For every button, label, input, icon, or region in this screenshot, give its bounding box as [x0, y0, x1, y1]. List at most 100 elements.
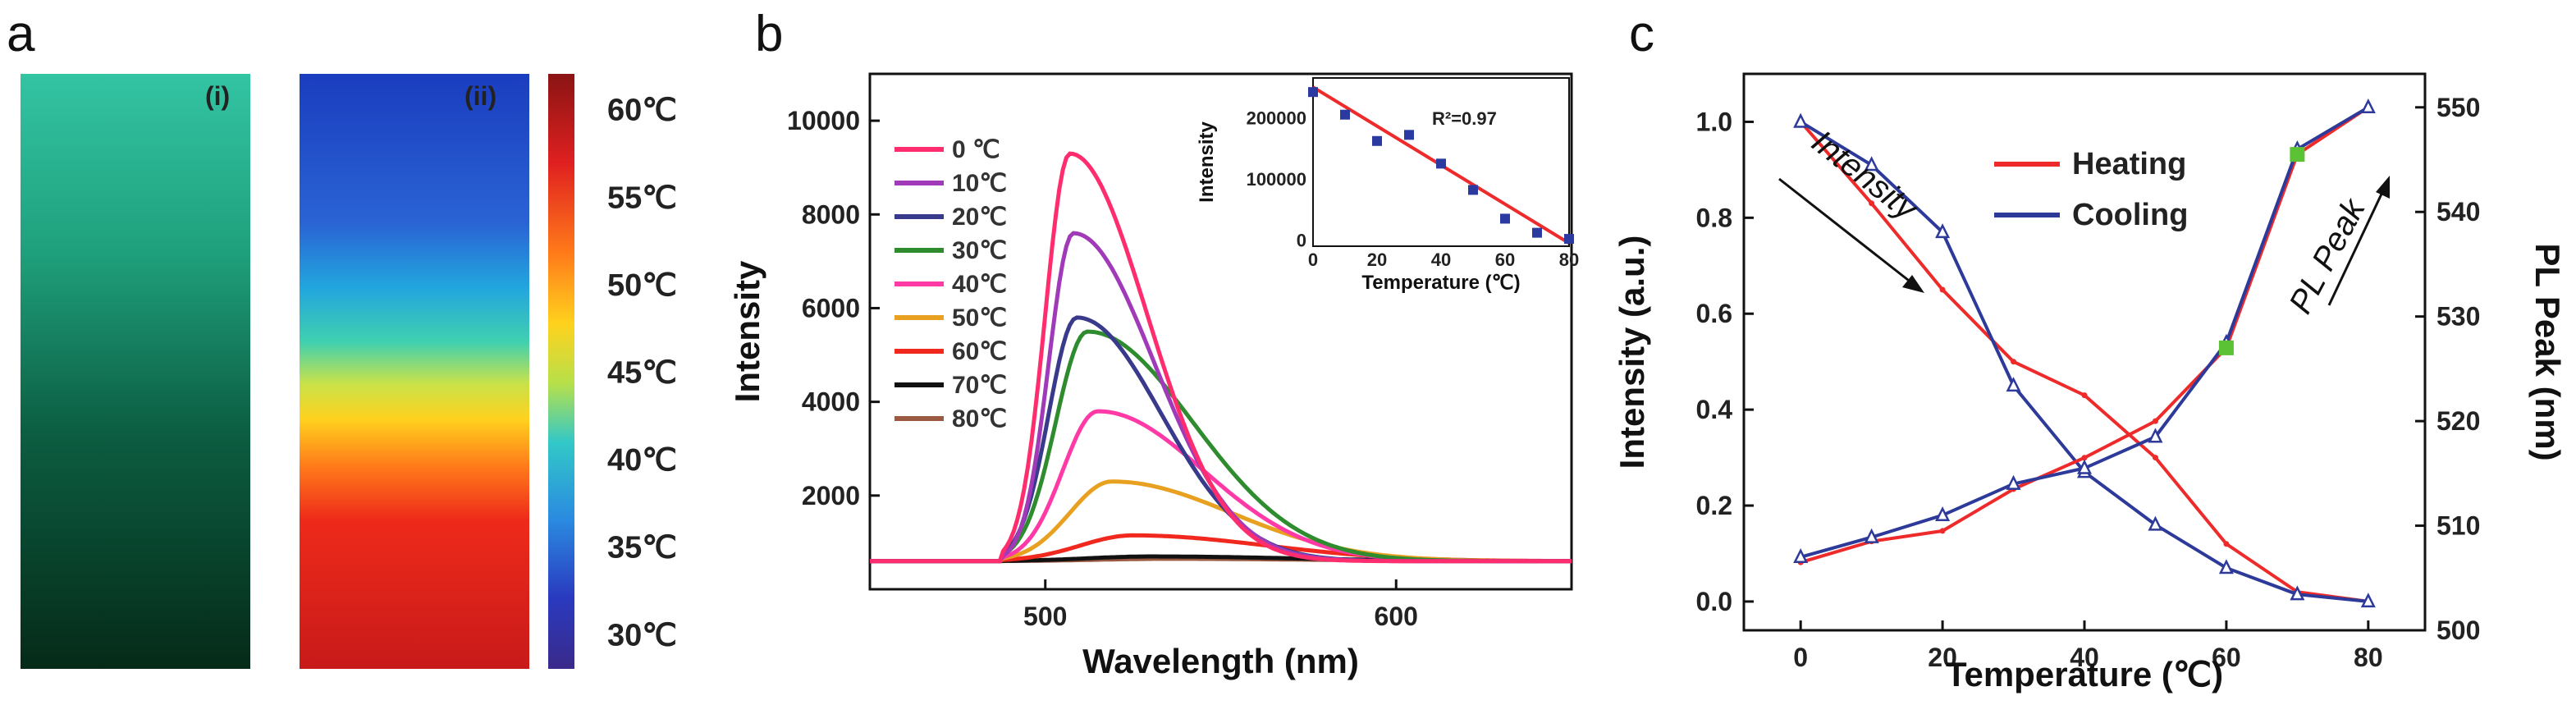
panel-b-letter: b: [755, 6, 783, 62]
cooling-marker: [2076, 459, 2093, 474]
y-tick-label: 0.2: [1696, 491, 1732, 520]
colorbar-tick-label: 35℃: [607, 531, 677, 565]
cooling-marker: [1793, 112, 1809, 128]
heating-marker: [2011, 359, 2017, 365]
legend-label: 20℃: [952, 204, 1007, 231]
y-tick-label: 0.4: [1696, 395, 1733, 424]
inset-data-point: [1436, 158, 1446, 169]
legend-label: Cooling: [2072, 198, 2188, 232]
colorbar-tick-label: 50℃: [607, 268, 677, 303]
panel-a: a (i) (ii) 60℃ 55℃ 50℃ 45℃ 40℃ 35℃ 30℃: [7, 6, 677, 669]
inset-data-point: [1404, 130, 1414, 140]
heating-marker: [2081, 392, 2088, 399]
y-axis-label: Intensity (a.u.): [1613, 236, 1651, 469]
heating-marker: [2223, 541, 2230, 547]
cooling-marker: [2148, 515, 2163, 531]
inset-data-point: [1308, 87, 1318, 98]
inset-chart: 0 20 40 60 80 0 100000 200000 Temperature (℃) Int…: [1196, 77, 1579, 294]
y2-tick-label: 500: [2436, 616, 2480, 645]
legend-label: 70℃: [952, 372, 1007, 399]
cooling-marker: [1935, 506, 1951, 522]
plot-frame: [868, 72, 1573, 591]
inset-y-axis-label: Intensity: [1196, 121, 1218, 203]
inset-y-tick-label: 0: [1297, 231, 1306, 251]
inset-x-tick-label: 80: [1559, 249, 1579, 270]
y2-tick-label: 540: [2436, 197, 2480, 227]
spectrum-line: [870, 479, 1572, 564]
x-tick-label: 80: [2354, 643, 2383, 672]
colorbar-tick-label: 55℃: [607, 181, 677, 215]
y-tick-label: 4000: [802, 387, 860, 417]
x-tick-label: 500: [1023, 602, 1067, 631]
cooling-marker: [1935, 223, 1951, 239]
label-i: (i): [205, 81, 230, 111]
legend-label: 80℃: [952, 405, 1007, 433]
temperature-chart: 0 20 40 60 80 0.0 0.2 0.4 0.6 0.8 1.0 500 510 520 530 5…: [1613, 72, 2567, 693]
x-axis-label: Temperature (℃): [1946, 655, 2223, 693]
legend-label: 0 ℃: [952, 136, 1000, 163]
y-tick-label: 0.6: [1696, 299, 1732, 328]
cooling-marker: [2006, 474, 2021, 490]
legend-label: 10℃: [952, 170, 1007, 197]
heating-marker: [2152, 418, 2158, 424]
cooling-marker: [2148, 428, 2163, 443]
x-tick-label: 0: [1793, 643, 1808, 672]
pl-peak-arrow: [2327, 188, 2386, 306]
pl-peak-annotation: PL Peak: [2282, 192, 2372, 319]
intensity-arrow-head: [1902, 275, 1924, 293]
spectrum-line: [870, 151, 1572, 564]
x-tick-label: 20: [1928, 643, 1957, 672]
inset-data-point: [1468, 185, 1478, 195]
y-tick-label: 1.0: [1696, 107, 1732, 136]
spectrum-line: [870, 329, 1572, 564]
intensity-arrow: [1778, 177, 1913, 285]
y-tick-label: 8000: [802, 199, 860, 229]
pl-peak-arrow-head: [2376, 176, 2390, 199]
inset-data-point: [1372, 135, 1382, 146]
y-tick-label: 6000: [802, 293, 860, 323]
legend-label: 60℃: [952, 338, 1007, 365]
cooling-marker: [2290, 585, 2305, 601]
colorbar-tick-label: 30℃: [607, 618, 677, 652]
green-emission-image: [21, 74, 250, 669]
inset-x-axis-label: Temperature (℃): [1361, 272, 1520, 294]
y2-tick-label: 550: [2436, 93, 2480, 122]
cooling-marker: [2360, 98, 2376, 114]
colorbar-tick-label: 45℃: [607, 356, 677, 391]
heating-marker: [2152, 455, 2158, 461]
x-tick-label: 60: [2212, 643, 2241, 672]
panel-a-letter: a: [7, 6, 35, 62]
y-tick-label: 0.8: [1696, 203, 1732, 232]
cooling-marker: [1864, 156, 1879, 172]
y-axis-label: Intensity: [728, 260, 766, 402]
inset-x-tick-label: 40: [1431, 249, 1451, 270]
legend-label: Heating: [2072, 147, 2186, 181]
y2-tick-label: 510: [2436, 511, 2480, 541]
x-tick-label: 600: [1375, 602, 1418, 631]
panel-b: b 500 600200040006000800010000Wavelength …: [728, 6, 1579, 680]
colorbar: [548, 74, 574, 669]
y2-tick-label: 520: [2436, 406, 2480, 436]
y-tick-label: 10000: [787, 106, 860, 135]
heating-marker: [1869, 200, 1875, 207]
highlight-point: [2290, 147, 2305, 162]
cooling-marker: [2006, 377, 2021, 392]
cooling-marker: [2360, 593, 2376, 608]
colorbar-tick-labels: 60℃ 55℃ 50℃ 45℃ 40℃ 35℃ 30℃: [607, 94, 677, 653]
colorbar-tick-label: 40℃: [607, 443, 677, 478]
x-axis-label: Wavelength (nm): [1082, 642, 1359, 680]
y2-tick-label: 530: [2436, 302, 2480, 332]
heating-marker: [1939, 286, 1946, 293]
inset-data-point: [1500, 213, 1510, 224]
x-tick-label: 40: [2070, 643, 2099, 672]
y-tick-label: 2000: [802, 481, 860, 510]
cooling-marker: [1864, 528, 1879, 543]
y2-axis-label: PL Peak (nm): [2528, 243, 2567, 460]
legend-label: 50℃: [952, 304, 1007, 332]
colorbar-tick-label: 60℃: [607, 94, 677, 128]
inset-y-tick-label: 200000: [1247, 108, 1306, 128]
inset-data-point: [1532, 227, 1542, 238]
inset-x-tick-label: 0: [1308, 249, 1318, 270]
